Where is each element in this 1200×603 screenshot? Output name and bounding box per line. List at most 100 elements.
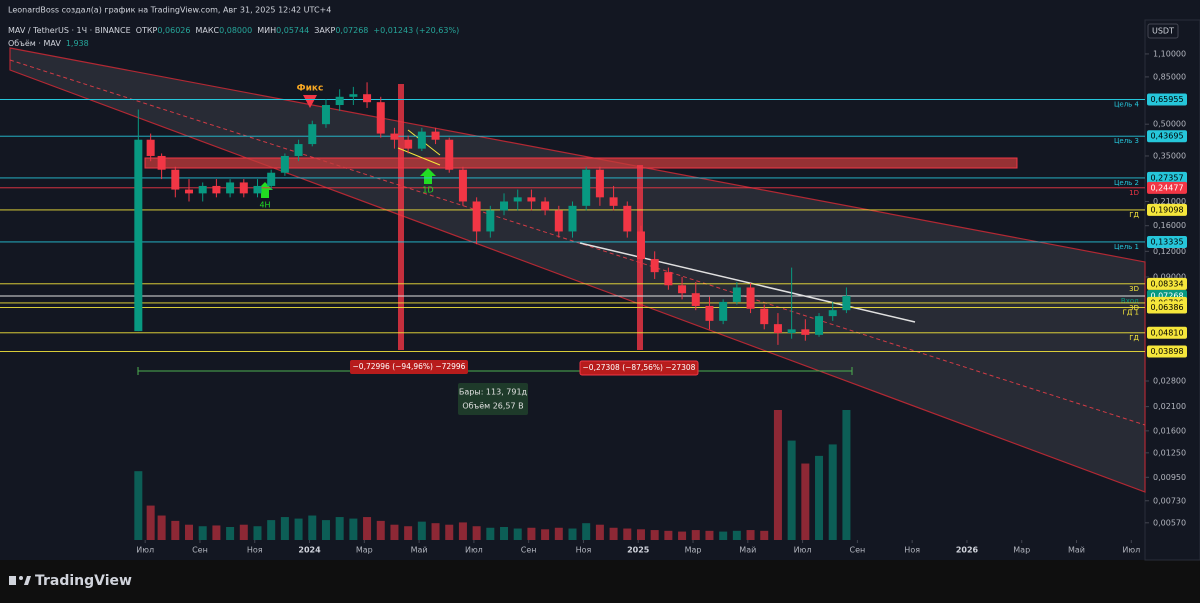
y-tick-label: 0,02100 [1153,402,1186,411]
volume-label: Объём · MAV [8,39,61,48]
candle-body [198,185,207,194]
candle-body [623,205,632,232]
x-tick-label: 2025 [627,546,650,555]
currency-box [1147,23,1179,39]
volume-bar [445,524,454,540]
volume-value: 1,938 [66,39,89,48]
price-label: 0,06386 [1150,303,1183,312]
volume-bar [732,530,741,540]
price-label: 0,27357 [1150,173,1183,182]
price-label: 0,13335 [1150,237,1183,246]
candle-body [636,231,645,260]
candle-body [239,182,248,194]
level-name: ГД [1129,334,1139,342]
x-tick-label: Ноя [904,546,920,555]
logo: TradingView [9,573,132,589]
volume-bar [815,455,824,540]
candle-body [678,285,687,294]
candle-body [815,316,824,335]
y-tick-label: 0,16000 [1153,221,1186,230]
volume-bar [431,523,440,540]
x-tick-label: Ноя [247,546,263,555]
change: +0,01243 (+20,63%) [373,26,459,35]
price-axis [1144,19,1200,561]
volume-bar [239,524,248,540]
y-tick-label: 1,10000 [1153,49,1186,58]
y-tick-label: 0,00570 [1153,518,1186,527]
annotation: Фикс [297,84,324,94]
candle-body [363,94,372,103]
y-tick-label: 0,21000 [1153,197,1186,206]
x-tick-label: Июл [794,546,812,555]
ohlc-label: ЗАКР [314,26,335,35]
volume-bar [294,518,303,540]
volume-bar [486,527,495,540]
candle-body [171,169,180,190]
footer-bar [0,560,1200,603]
candle-body [267,172,276,186]
candle-body [541,201,550,211]
candles [134,82,851,540]
candle-body [280,155,289,173]
volume-bar [267,520,276,540]
level-name: Цель 3 [1114,137,1139,145]
candle-body [568,205,577,232]
candle-body [486,210,495,232]
candle-body [308,124,317,145]
resistance-zone [144,157,1018,169]
volume-bar [719,531,728,540]
currency: USDT [1152,27,1174,36]
x-tick-label: Ноя [576,546,592,555]
candle-body [321,105,330,125]
trendline [579,242,916,323]
y-tick-label: 0,02800 [1153,376,1186,385]
price-label: 0,19098 [1150,205,1183,214]
volume-bar [513,528,522,540]
volume-bar [609,527,618,540]
price-label-box [1147,301,1187,314]
price-label-box [1147,93,1187,106]
candle-body [226,182,235,194]
annotation-box [579,360,699,376]
volume-bar [527,527,536,540]
candle-body [472,201,481,232]
candle-body [404,139,413,149]
candle-body [787,329,796,333]
volume-bar [253,526,262,540]
annotations: Фикс 4H 1D −0,72996 (−94,96%) −72996 −0,… [259,84,699,415]
x-tick-label: Июл [1122,546,1140,555]
level-name: 1D [1129,189,1139,197]
x-tick-label: Сен [521,546,537,555]
volume-bar [404,526,413,540]
y-tick-label: 0,00730 [1153,496,1186,505]
price-label-box [1147,326,1187,339]
candle-body [335,96,344,106]
annotation: −0,27308 (−87,56%) −27308 [583,363,696,372]
candle-body [157,155,166,170]
author-line: LeonardBoss создал(а) график на TradingV… [8,6,331,15]
volume-bar [705,530,714,540]
price-label: 0,03898 [1150,347,1183,356]
volume-bar [650,530,659,540]
volume-bar [349,518,358,540]
volume-bar [787,440,796,540]
trendline [397,147,441,166]
candle-body [650,259,659,273]
volume-bar [134,471,143,540]
volume-bar [773,410,782,540]
volume-bar [185,524,194,540]
price-label: 0,07268 [1150,292,1183,301]
level-name: Цель 2 [1114,179,1139,187]
volume-bar [458,522,467,540]
y-tick-label: 0,85000 [1153,72,1186,81]
logo-text: TradingView [35,573,132,589]
price-label: 0,08334 [1150,279,1183,288]
ohlc-value: 0,08000 [219,26,252,35]
price-label-box [1147,345,1187,358]
symbol-line: MAV / TetherUS · 1Ч · BINANCE ОТКР0,06026… [8,26,459,35]
volume-bar [842,410,851,540]
price-label: 0,04810 [1150,328,1183,337]
volume-bar [500,527,509,540]
ohlc-value: 0,06026 [157,26,190,35]
